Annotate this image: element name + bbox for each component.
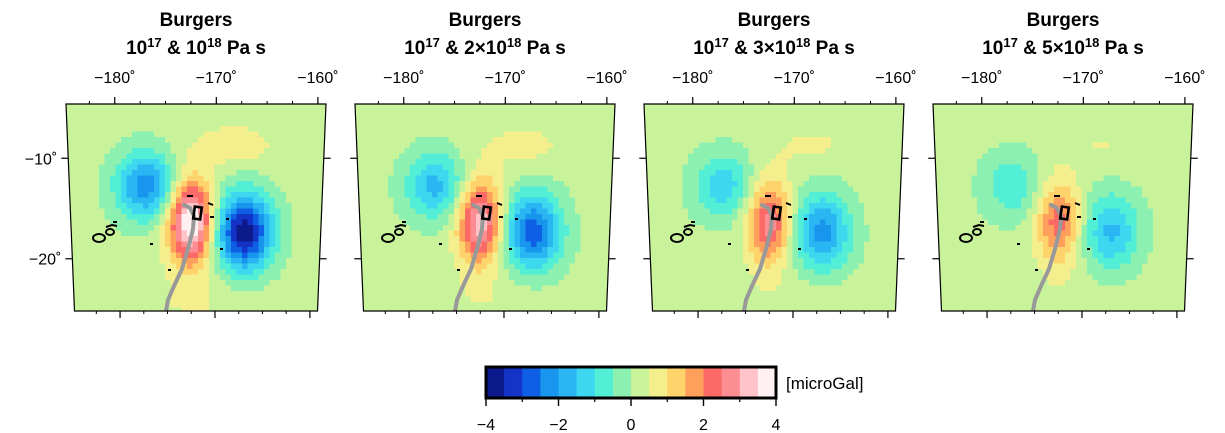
trench-line xyxy=(742,203,775,311)
colorbar-swatch xyxy=(721,367,741,398)
colorbar: −4 −2 0 2 4 [microGal] xyxy=(477,365,863,433)
trench-line xyxy=(1031,203,1064,311)
colorbar-swatch xyxy=(757,367,777,398)
longitude-tick-label: −170˚ xyxy=(1063,70,1104,87)
map-frame xyxy=(65,103,327,312)
longitude-tick-label: −180˚ xyxy=(961,70,1002,87)
longitude-tick-label: −180˚ xyxy=(94,70,135,87)
colorbar-unit-label: [microGal] xyxy=(786,374,863,393)
colorbar-swatch xyxy=(594,367,614,398)
fault-source-outline xyxy=(191,205,204,221)
map-frame xyxy=(354,103,616,312)
island-outlines xyxy=(670,195,807,271)
latitude-tick-label: −20˚ xyxy=(29,252,61,269)
panel-title: Burgers xyxy=(449,10,522,31)
longitude-tick-label: −170˚ xyxy=(196,70,237,87)
panel-2: Burgers 1017 & 2×1018 Pa s −180˚ −170˚ −160˚ xyxy=(350,10,628,318)
colorbar-swatch xyxy=(486,367,505,398)
colorbar-swatch xyxy=(649,367,668,398)
fault-source-outline xyxy=(770,205,783,221)
colorbar-tick-label: 2 xyxy=(699,417,708,433)
panel-subtitle: 1017 & 5×1018 Pa s xyxy=(982,35,1144,59)
colorbar-swatch xyxy=(540,367,559,398)
panel-4: Burgers 1017 & 5×1018 Pa s −180˚ −170˚ −160˚ xyxy=(928,10,1206,318)
gravity-field xyxy=(66,104,326,311)
longitude-tick-label: −160˚ xyxy=(1164,70,1205,87)
panel-1: Burgers 1017 & 1018 Pa s −180˚ −170˚ −160˚ −1… xyxy=(25,10,339,318)
colorbar-swatch xyxy=(576,367,596,398)
trench-line xyxy=(453,203,486,311)
fault-source-outline xyxy=(1058,205,1071,221)
gravity-field xyxy=(933,104,1193,311)
island-outlines xyxy=(959,195,1096,271)
longitude-tick-label: −180˚ xyxy=(383,70,424,87)
panel-subtitle: 1017 & 2×1018 Pa s xyxy=(404,35,566,59)
fault-source-outline xyxy=(480,205,493,221)
longitude-tick-label: −160˚ xyxy=(875,70,916,87)
panel-3: Burgers 1017 & 3×1018 Pa s −180˚ −170˚ −160˚ xyxy=(639,10,917,318)
longitude-tick-label: −160˚ xyxy=(586,70,627,87)
colorbar-swatch xyxy=(739,367,759,398)
colorbar-swatch xyxy=(667,367,686,398)
map-frame xyxy=(643,103,905,312)
gravity-field xyxy=(644,104,904,311)
panel-subtitle: 1017 & 3×1018 Pa s xyxy=(693,35,855,59)
colorbar-tick-label: 0 xyxy=(627,417,636,433)
colorbar-swatch xyxy=(522,367,541,398)
latitude-tick-label: −10˚ xyxy=(25,151,57,168)
colorbar-tick-label: −4 xyxy=(477,417,495,433)
map-frame xyxy=(932,103,1194,312)
gravity-field xyxy=(355,104,615,311)
longitude-tick-label: −160˚ xyxy=(297,70,338,87)
island-outlines xyxy=(92,195,229,271)
panel-title: Burgers xyxy=(160,10,233,31)
colorbar-swatch xyxy=(558,367,578,398)
colorbar-swatch xyxy=(703,367,723,398)
colorbar-swatch xyxy=(612,367,632,398)
longitude-tick-label: −180˚ xyxy=(672,70,713,87)
colorbar-swatch xyxy=(631,367,650,398)
colorbar-tick-label: −2 xyxy=(549,417,567,433)
panel-title: Burgers xyxy=(1027,10,1100,31)
panel-title: Burgers xyxy=(738,10,811,31)
panel-subtitle: 1017 & 1018 Pa s xyxy=(126,35,266,59)
colorbar-swatch xyxy=(504,367,523,398)
colorbar-tick-label: 4 xyxy=(772,417,781,433)
trench-line xyxy=(164,203,197,311)
longitude-tick-label: −170˚ xyxy=(774,70,815,87)
island-outlines xyxy=(381,195,518,271)
longitude-tick-label: −170˚ xyxy=(485,70,526,87)
colorbar-swatch xyxy=(685,367,704,398)
